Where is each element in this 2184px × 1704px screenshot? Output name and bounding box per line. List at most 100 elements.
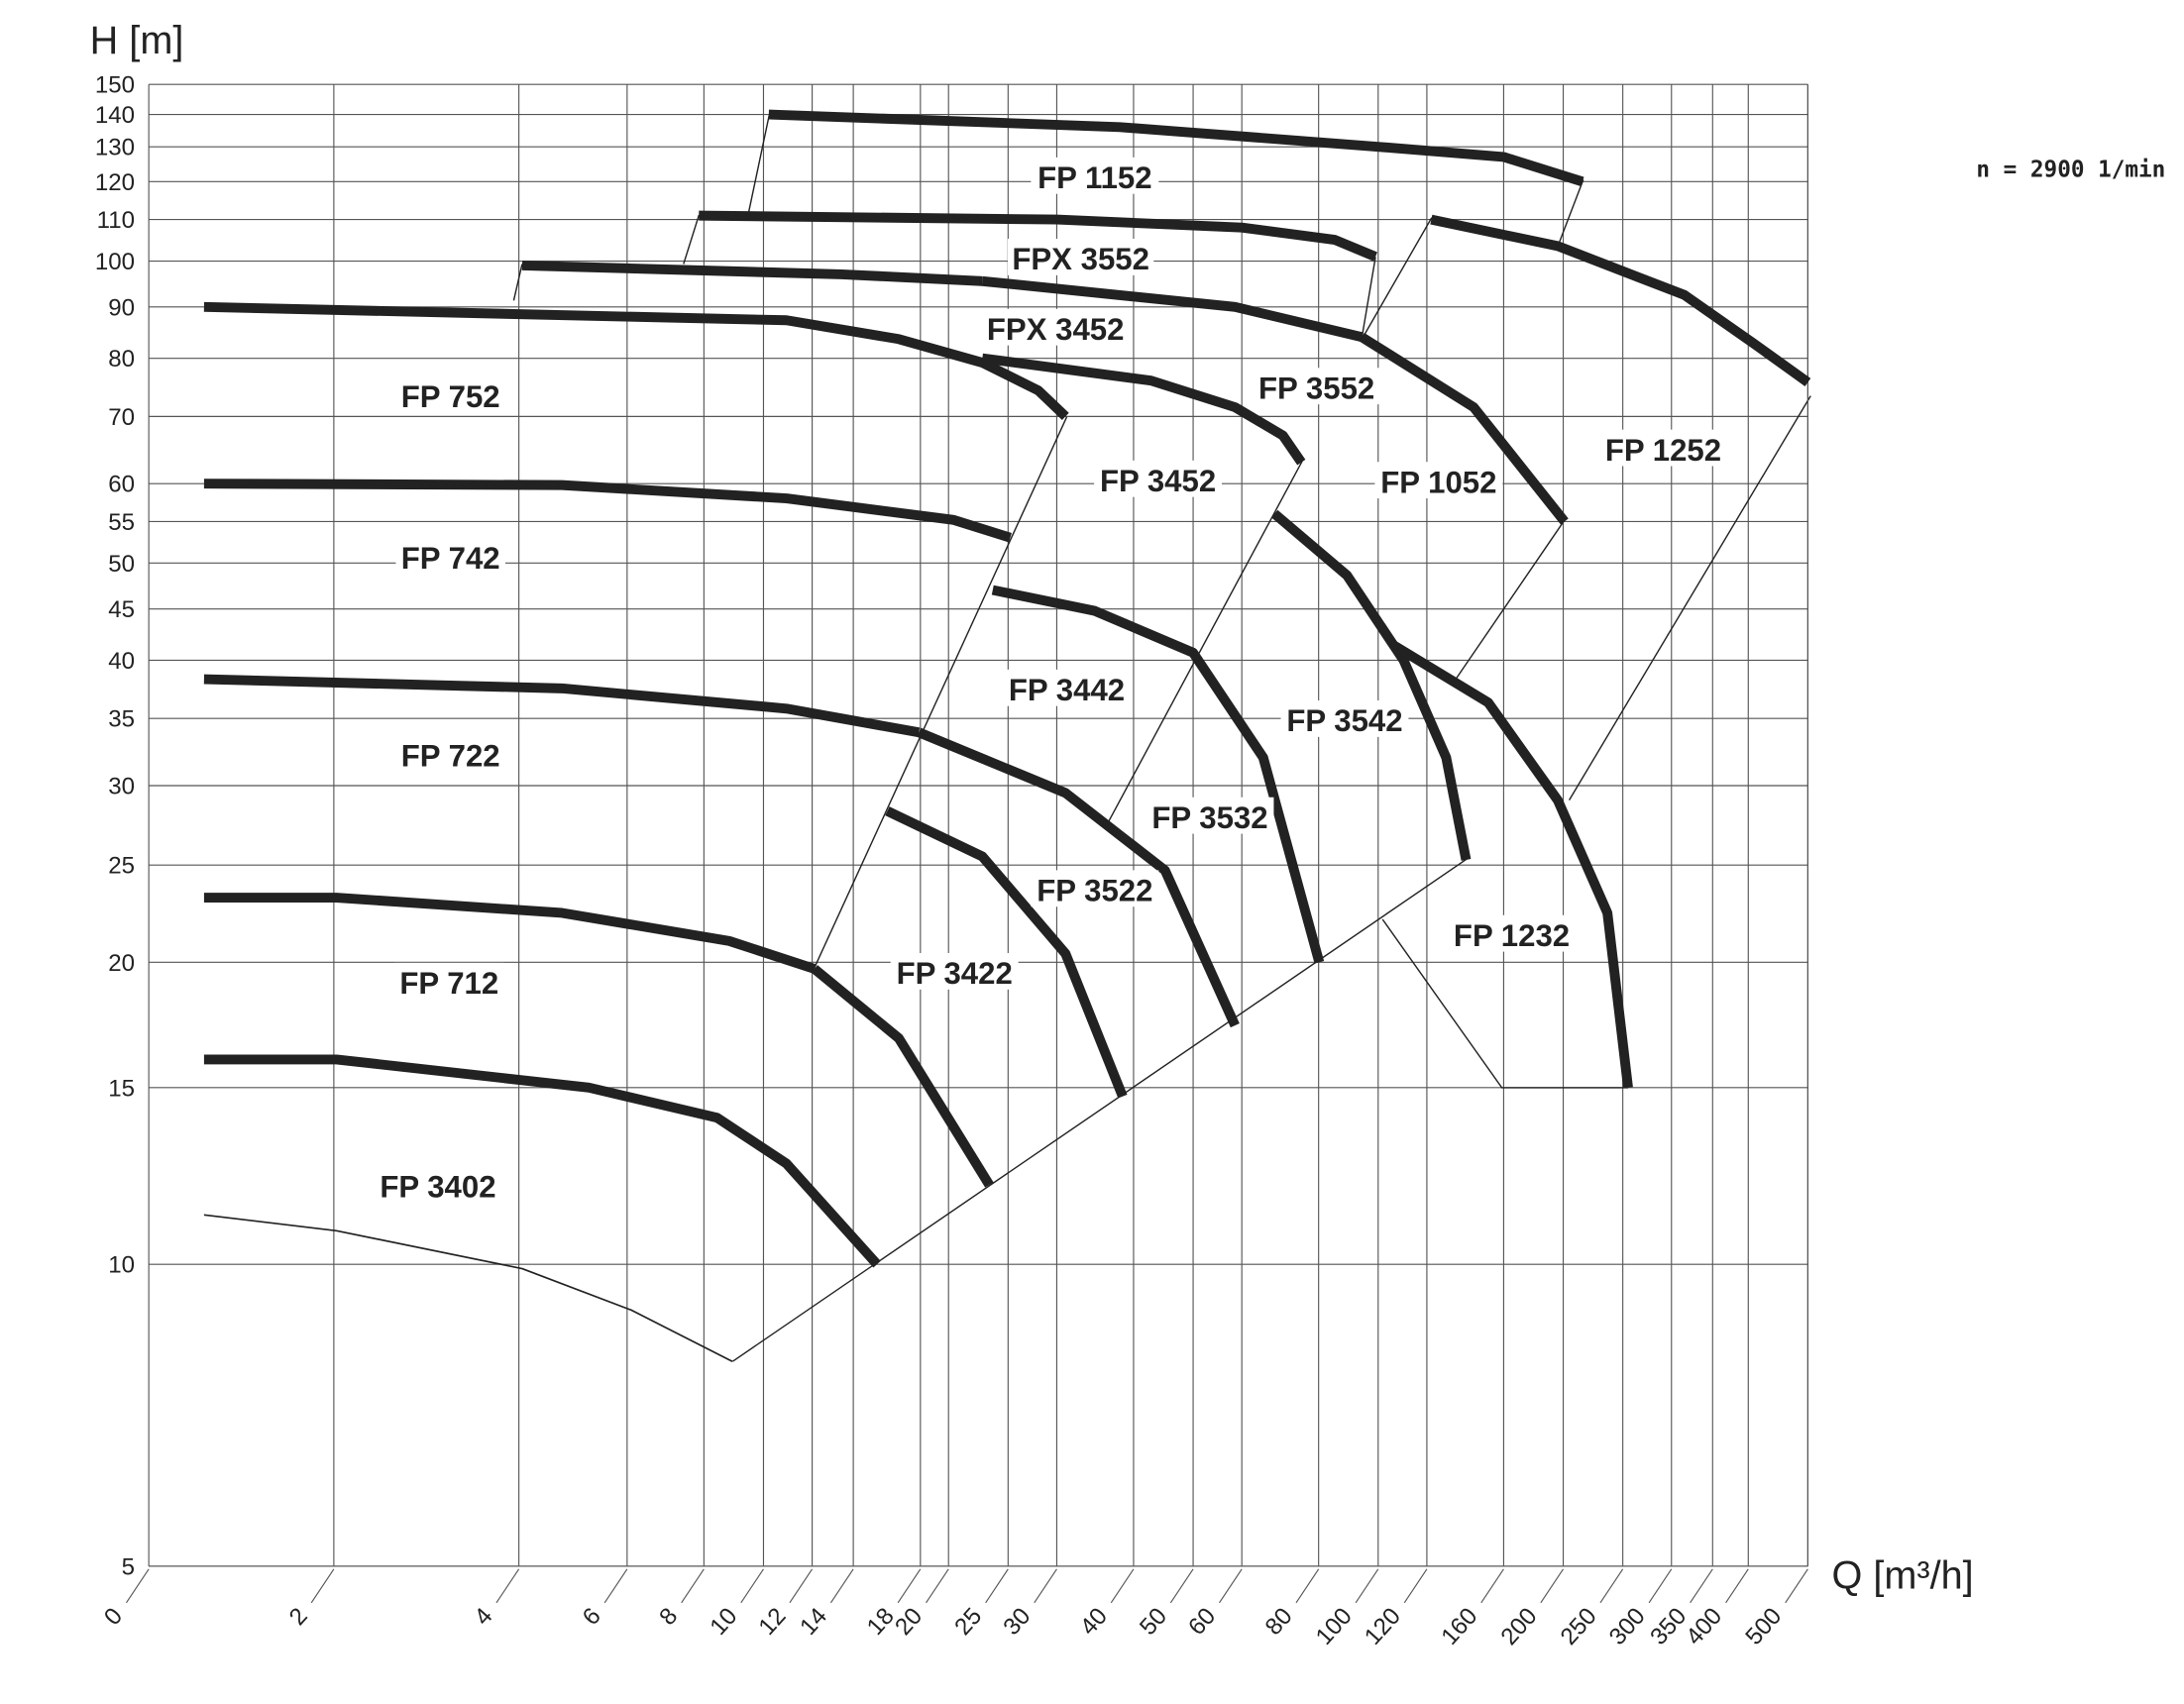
x-tick [1169, 1568, 1194, 1604]
x-tick [603, 1568, 628, 1604]
pump-curve [981, 275, 1364, 343]
y-tick-label: 120 [95, 169, 135, 196]
label-background [394, 962, 504, 1000]
curve-label: FP 3402 [380, 1169, 495, 1204]
curve-label: FP 3542 [1286, 703, 1402, 738]
limit-line [747, 115, 770, 216]
pump-curve [203, 674, 921, 738]
y-tick-label: 15 [108, 1075, 135, 1102]
pump-curve [885, 806, 1128, 1099]
label-background [1008, 239, 1154, 275]
label-background [1031, 157, 1159, 194]
limit-line [1108, 460, 1304, 822]
curve-label: FP 1152 [1037, 160, 1152, 195]
x-tick [1110, 1568, 1135, 1604]
y-tick-label: 70 [108, 404, 135, 431]
x-tick [681, 1568, 705, 1604]
limit-line [512, 264, 523, 301]
x-tick-label: 50 [1135, 1603, 1172, 1641]
y-tick-label: 40 [108, 648, 135, 675]
y-tick-label: 55 [108, 509, 135, 536]
pump-curve [1390, 641, 1633, 1089]
x-tick-label: 14 [795, 1603, 832, 1641]
y-tick-label: 130 [95, 135, 135, 161]
x-tick [1785, 1568, 1808, 1604]
curve-label: FP 3552 [1258, 371, 1374, 405]
x-tick-label: 40 [1075, 1603, 1113, 1641]
y-tick-label: 10 [108, 1252, 135, 1279]
y-tick-label: 5 [122, 1553, 135, 1580]
label-background [1374, 462, 1503, 499]
curve-label: FP 712 [399, 966, 498, 1001]
x-tick [1725, 1568, 1749, 1604]
pump-curve [981, 353, 1306, 466]
label-background [982, 308, 1129, 346]
x-tick-label: 250 [1556, 1603, 1602, 1651]
reduced-curve [203, 1214, 733, 1363]
x-tick-label: 200 [1496, 1603, 1543, 1651]
x-tick [1599, 1568, 1624, 1604]
label-background [1003, 669, 1131, 706]
curve-label: FP 3452 [1100, 464, 1216, 498]
x-tick-label: 60 [1183, 1603, 1221, 1641]
x-tick [740, 1568, 764, 1604]
x-tick [985, 1568, 1009, 1604]
limit-line [1557, 179, 1584, 247]
label-background [1094, 460, 1223, 497]
x-tick-label: 0 [99, 1603, 128, 1631]
x-tick [789, 1568, 814, 1604]
x-tick [1480, 1568, 1504, 1604]
pump-curve [811, 965, 994, 1188]
x-tick [1403, 1568, 1428, 1604]
x-tick-label: 80 [1260, 1603, 1298, 1641]
x-tick-label: 12 [754, 1603, 792, 1641]
curve-label: FP 1232 [1454, 918, 1570, 953]
label-background [395, 537, 505, 575]
x-tick-label: 120 [1360, 1603, 1406, 1651]
x-tick [1219, 1568, 1243, 1604]
y-tick-label: 150 [95, 72, 135, 99]
limit-line [813, 416, 1068, 969]
y-tick-label: 25 [108, 853, 135, 880]
x-tick-label: 160 [1436, 1603, 1482, 1651]
y-tick-label: 110 [97, 207, 135, 234]
pump-curve [1359, 332, 1569, 525]
curve-label: FP 3442 [1009, 673, 1125, 707]
curve-label: FPX 3452 [987, 312, 1125, 347]
pump-curve [917, 727, 1240, 1028]
x-tick [310, 1568, 335, 1604]
x-tick-label: 4 [470, 1603, 498, 1631]
x-tick-label: 400 [1681, 1603, 1727, 1651]
x-tick-label: 300 [1604, 1603, 1651, 1651]
y-tick-label: 140 [95, 102, 135, 129]
x-tick [1690, 1568, 1713, 1604]
x-tick [1034, 1568, 1057, 1604]
x-tick-label: 500 [1740, 1603, 1787, 1651]
pump-curve [203, 301, 1069, 420]
limit-lines [512, 115, 1811, 1362]
curve-label: FP 752 [401, 379, 500, 414]
limit-line [683, 214, 701, 265]
limit-line [1568, 395, 1811, 800]
limit-line [731, 858, 1468, 1362]
x-tick [1540, 1568, 1565, 1604]
curve-label: FP 3422 [897, 956, 1013, 991]
x-tick [495, 1568, 520, 1604]
x-tick-label: 20 [890, 1603, 928, 1641]
limit-line [1381, 918, 1629, 1089]
x-tick-label: 10 [705, 1603, 742, 1641]
pump-curve [521, 260, 983, 286]
x-tick-label: 8 [654, 1603, 683, 1631]
y-tick-label: 20 [108, 950, 135, 977]
curve-label: FP 1252 [1605, 433, 1721, 468]
limit-line [1452, 518, 1566, 685]
x-tick [1295, 1568, 1320, 1604]
pump-curve [768, 109, 1584, 187]
limit-line [1361, 257, 1376, 341]
x-tick [126, 1568, 150, 1604]
y-tick-label: 80 [108, 346, 135, 373]
x-tick-label: 2 [284, 1603, 313, 1631]
x-tick-label: 100 [1311, 1603, 1358, 1651]
curve-label: FP 1052 [1380, 465, 1496, 499]
speed-annotation: n = 2900 1/min [1976, 158, 2165, 183]
